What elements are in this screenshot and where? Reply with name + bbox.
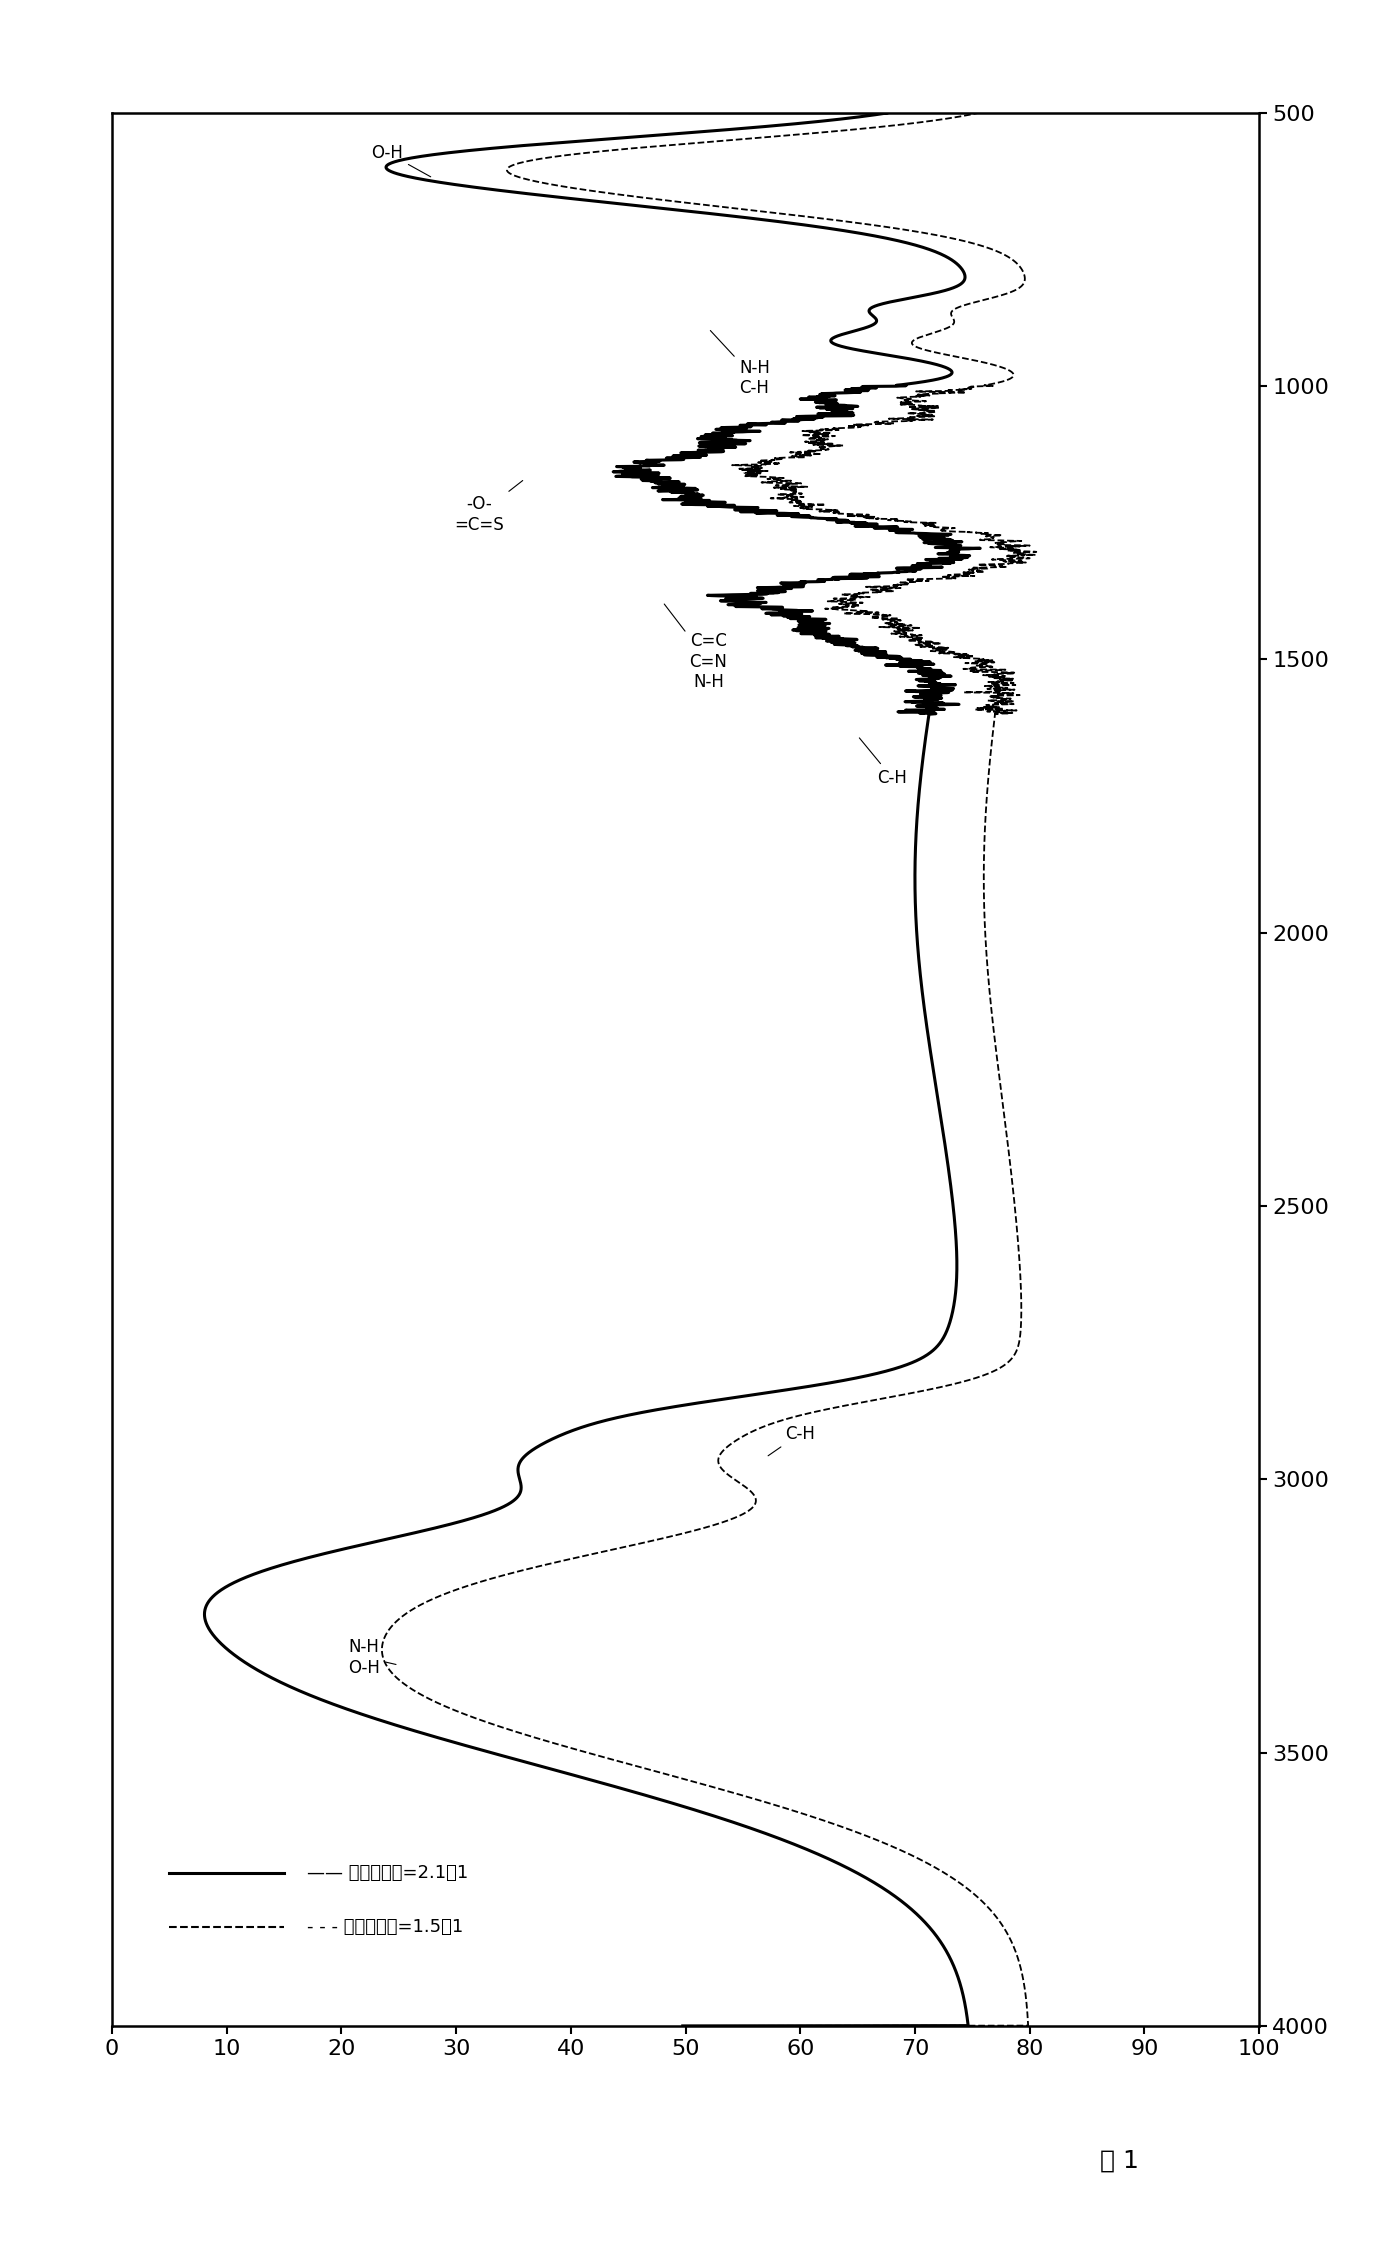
Text: N-H
O-H: N-H O-H bbox=[348, 1639, 396, 1677]
Text: O-H: O-H bbox=[371, 144, 431, 178]
Text: C=C
C=N
N-H: C=C C=N N-H bbox=[665, 603, 727, 691]
Text: —— 甲醒：硫脲=2.1：1: —— 甲醒：硫脲=2.1：1 bbox=[306, 1864, 469, 1882]
Text: -O-
=C=S: -O- =C=S bbox=[455, 479, 523, 533]
Text: 图 1: 图 1 bbox=[1100, 2150, 1139, 2172]
Text: C-H: C-H bbox=[859, 738, 907, 786]
Text: - - - 甲醒：硫脲=1.5：1: - - - 甲醒：硫脲=1.5：1 bbox=[306, 1918, 463, 1936]
Text: C-H: C-H bbox=[768, 1425, 816, 1456]
Text: N-H
C-H: N-H C-H bbox=[711, 331, 769, 398]
